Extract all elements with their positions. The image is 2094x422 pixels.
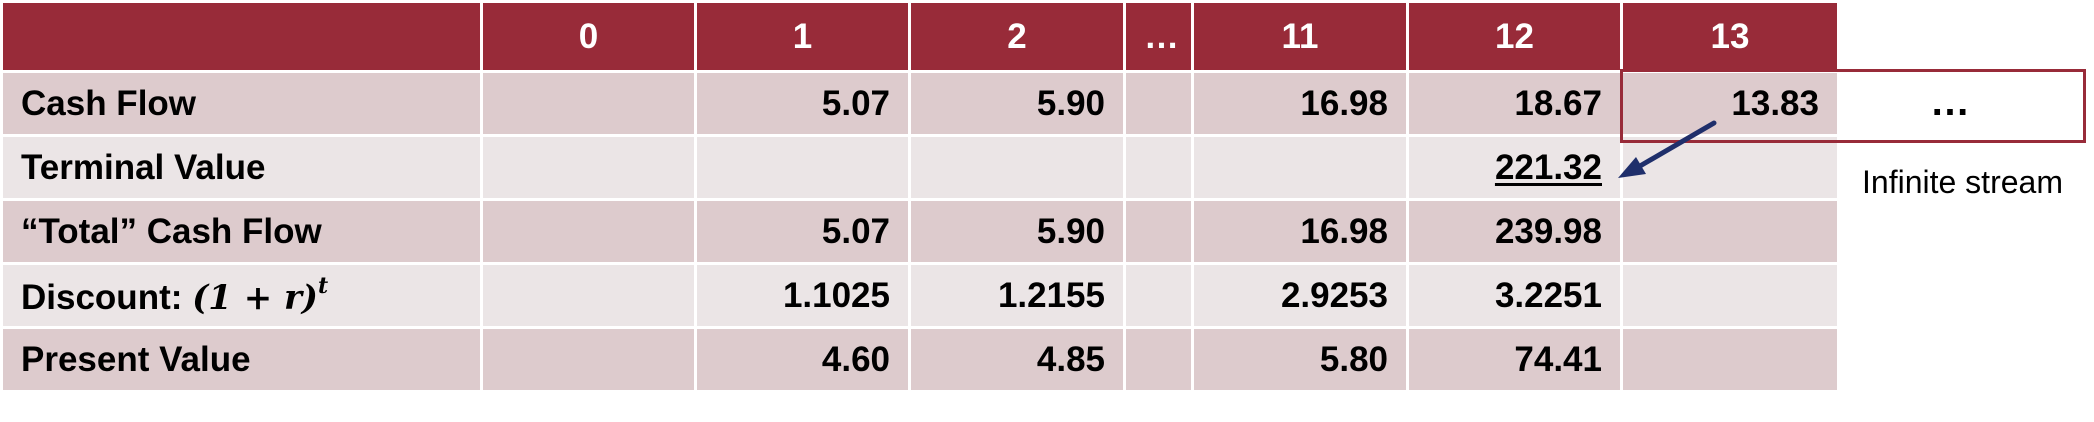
cell-discount-0 xyxy=(480,262,697,329)
cell-discount-12: 3.2251 xyxy=(1406,262,1623,329)
cell-cash-flow-12: 18.67 xyxy=(1406,70,1623,137)
cell-terminal-value-12: 221.32 xyxy=(1406,134,1623,201)
cell-cash-flow-1: 5.07 xyxy=(694,70,911,137)
cell-terminal-value-0 xyxy=(480,134,697,201)
row-terminal-value: Terminal Value 221.32 xyxy=(0,134,1840,201)
terminal-value-amount: 221.32 xyxy=(1494,147,1602,187)
infinite-stream-label: Infinite stream xyxy=(1862,164,2063,200)
cell-discount-2: 1.2155 xyxy=(908,262,1126,329)
cell-present-value-0 xyxy=(480,326,697,393)
row-total-cash-flow: “Total” Cash Flow 5.07 5.90 16.98 239.98 xyxy=(0,198,1840,265)
cell-cash-flow-11: 16.98 xyxy=(1191,70,1409,137)
row-label-total-cash-flow: “Total” Cash Flow xyxy=(0,198,483,265)
header-row: 0 1 2 … 11 12 13 xyxy=(0,0,1840,73)
cell-total-cash-flow-13 xyxy=(1620,198,1840,265)
row-present-value: Present Value 4.60 4.85 5.80 74.41 xyxy=(0,326,1840,393)
cell-present-value-11: 5.80 xyxy=(1191,326,1409,393)
row-cash-flow: Cash Flow 5.07 5.90 16.98 18.67 13.83 xyxy=(0,70,1840,137)
header-period-13: 13 xyxy=(1620,0,1840,73)
discount-formula-exponent: t xyxy=(318,273,329,299)
cell-terminal-value-ellipsis xyxy=(1123,134,1194,201)
row-label-terminal-value: Terminal Value xyxy=(0,134,483,201)
cell-total-cash-flow-12: 239.98 xyxy=(1406,198,1623,265)
header-period-12: 12 xyxy=(1406,0,1623,73)
row-label-discount: Discount: (1 + r)t xyxy=(0,262,483,329)
header-period-11: 11 xyxy=(1191,0,1409,73)
cell-terminal-value-1 xyxy=(694,134,911,201)
cell-discount-ellipsis xyxy=(1123,262,1194,329)
cell-present-value-12: 74.41 xyxy=(1406,326,1623,393)
cell-cash-flow-0 xyxy=(480,70,697,137)
cell-present-value-2: 4.85 xyxy=(908,326,1126,393)
row-label-cash-flow: Cash Flow xyxy=(0,70,483,137)
discount-formula: (1 + r)t xyxy=(192,273,328,318)
cell-terminal-value-2 xyxy=(908,134,1126,201)
cell-total-cash-flow-11: 16.98 xyxy=(1191,198,1409,265)
header-corner xyxy=(0,0,483,73)
cell-discount-11: 2.9253 xyxy=(1191,262,1409,329)
cell-total-cash-flow-2: 5.90 xyxy=(908,198,1126,265)
cell-cash-flow-2: 5.90 xyxy=(908,70,1126,137)
cell-cash-flow-ellipsis xyxy=(1123,70,1194,137)
cell-present-value-13 xyxy=(1620,326,1840,393)
row-discount: Discount: (1 + r)t 1.1025 1.2155 2.9253 … xyxy=(0,262,1840,329)
row-label-present-value: Present Value xyxy=(0,326,483,393)
cell-present-value-ellipsis xyxy=(1123,326,1194,393)
header-period-0: 0 xyxy=(480,0,697,73)
header-period-ellipsis: … xyxy=(1123,0,1194,73)
infinite-stream-ellipsis: … xyxy=(1930,80,1970,124)
cell-total-cash-flow-ellipsis xyxy=(1123,198,1194,265)
cell-total-cash-flow-1: 5.07 xyxy=(694,198,911,265)
discount-formula-base: (1 + r) xyxy=(192,278,319,318)
cell-discount-1: 1.1025 xyxy=(694,262,911,329)
header-period-1: 1 xyxy=(694,0,911,73)
cell-total-cash-flow-0 xyxy=(480,198,697,265)
cell-terminal-value-13 xyxy=(1620,134,1840,201)
cell-cash-flow-13: 13.83 xyxy=(1620,70,1840,137)
cell-discount-13 xyxy=(1620,262,1840,329)
dcf-table: 0 1 2 … 11 12 13 Cash Flow 5.07 5.90 16.… xyxy=(0,0,1840,393)
header-period-2: 2 xyxy=(908,0,1126,73)
cell-terminal-value-11 xyxy=(1191,134,1409,201)
discount-label-text: Discount: xyxy=(21,278,193,317)
cell-present-value-1: 4.60 xyxy=(694,326,911,393)
